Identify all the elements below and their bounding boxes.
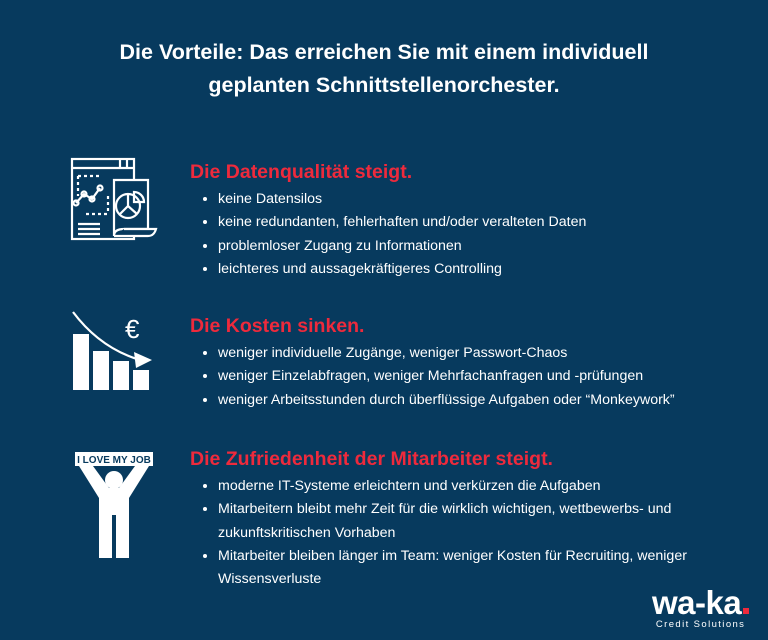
- list-item: weniger Arbeitsstunden durch überflüssig…: [218, 389, 675, 412]
- benefit-list: weniger individuelle Zugänge, weniger Pa…: [190, 342, 675, 412]
- section-heading: Die Zufriedenheit der Mitarbeiter steigt…: [190, 448, 553, 470]
- list-item: weniger individuelle Zugänge, weniger Pa…: [218, 342, 675, 365]
- section-heading: Die Kosten sinken.: [190, 315, 365, 337]
- logo-name: wa-ka: [652, 584, 742, 621]
- svg-text:I LOVE MY JOB: I LOVE MY JOB: [77, 455, 151, 466]
- section-employee-satisfaction: Die Zufriedenheit der Mitarbeiter steigt…: [190, 447, 730, 591]
- section-heading: Die Datenqualität steigt.: [190, 161, 413, 183]
- title-line-1: Die Vorteile: Das erreichen Sie mit eine…: [119, 40, 649, 64]
- list-item: weniger Einzelabfragen, weniger Mehrfach…: [218, 365, 675, 388]
- list-item: keine redundanten, fehlerhaften und/oder…: [218, 211, 586, 234]
- list-item: leichteres und aussagekräftigeres Contro…: [218, 258, 586, 281]
- list-item: problemloser Zugang zu Informationen: [218, 235, 586, 258]
- list-item: keine Datensilos: [218, 188, 586, 211]
- list-item: Mitarbeitern bleibt mehr Zeit für die wi…: [218, 498, 730, 545]
- waka-logo: wa-ka Credit Solutions: [652, 586, 750, 630]
- section-costs: Die Kosten sinken. weniger individuelle …: [190, 314, 675, 412]
- svg-text:€: €: [125, 314, 140, 344]
- logo-tagline: Credit Solutions: [655, 619, 746, 630]
- list-item: moderne IT-Systeme erleichtern und verkü…: [218, 475, 730, 498]
- benefit-list: moderne IT-Systeme erleichtern und verkü…: [190, 475, 730, 591]
- person-holding-sign-icon: I LOVE MY JOB: [75, 452, 153, 558]
- logo-dot: [743, 608, 750, 614]
- dashboard-report-icon: [70, 157, 158, 241]
- title-line-2: geplanten Schnittstellenorchester.: [208, 73, 560, 97]
- section-data-quality: Die Datenqualität steigt. keine Datensil…: [190, 160, 586, 281]
- euro-declining-chart-icon: €: [72, 311, 152, 390]
- list-item: Mitarbeiter bleiben länger im Team: weni…: [218, 545, 730, 592]
- page-title: Die Vorteile: Das erreichen Sie mit eine…: [0, 36, 768, 102]
- benefit-list: keine Datensilos keine redundanten, fehl…: [190, 188, 586, 281]
